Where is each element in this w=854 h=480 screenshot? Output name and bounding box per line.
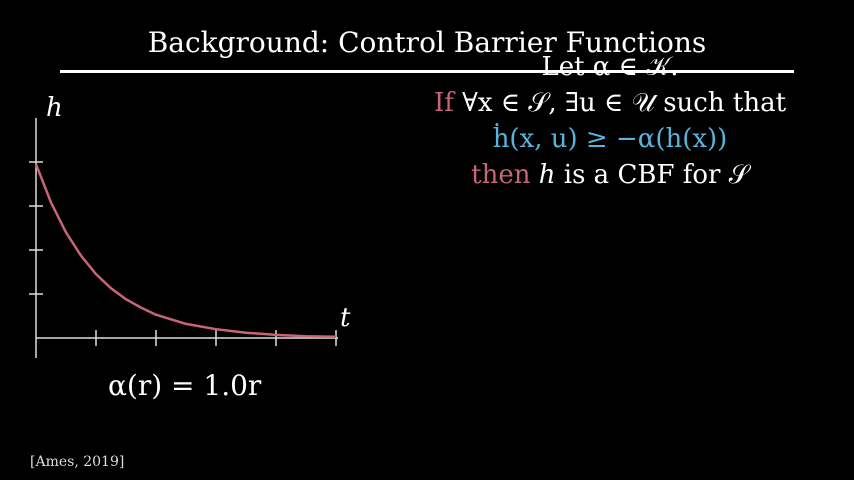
- citation: [Ames, 2019]: [30, 454, 125, 470]
- y-axis-label: h: [46, 93, 63, 123]
- theorem-if-line: If ∀x ∈ 𝒮, ∃u ∈ 𝒰 such that: [380, 88, 840, 119]
- y-ticks: [29, 161, 43, 295]
- title-underline: [60, 70, 794, 73]
- h-symbol: h: [538, 160, 556, 190]
- cbf-condition: ḣ(x, u) ≥ −α(h(x)): [492, 124, 728, 154]
- h-curve: [34, 163, 337, 338]
- alpha-equation: α(r) = 1.0r: [108, 369, 262, 402]
- x-axis-label: t: [340, 303, 351, 333]
- if-condition-text: ∀x ∈ 𝒮, ∃u ∈ 𝒰 such that: [453, 88, 787, 118]
- slide-title: Background: Control Barrier Functions: [147, 26, 707, 59]
- if-keyword: If: [433, 88, 454, 118]
- theorem-then-line: then h is a CBF for 𝒮: [380, 160, 840, 191]
- then-keyword: then: [471, 160, 531, 190]
- then-conclusion-text: is a CBF for 𝒮: [555, 160, 749, 190]
- theorem-let-line: Let α ∈ 𝒦.: [541, 52, 679, 82]
- x-ticks: [95, 330, 337, 346]
